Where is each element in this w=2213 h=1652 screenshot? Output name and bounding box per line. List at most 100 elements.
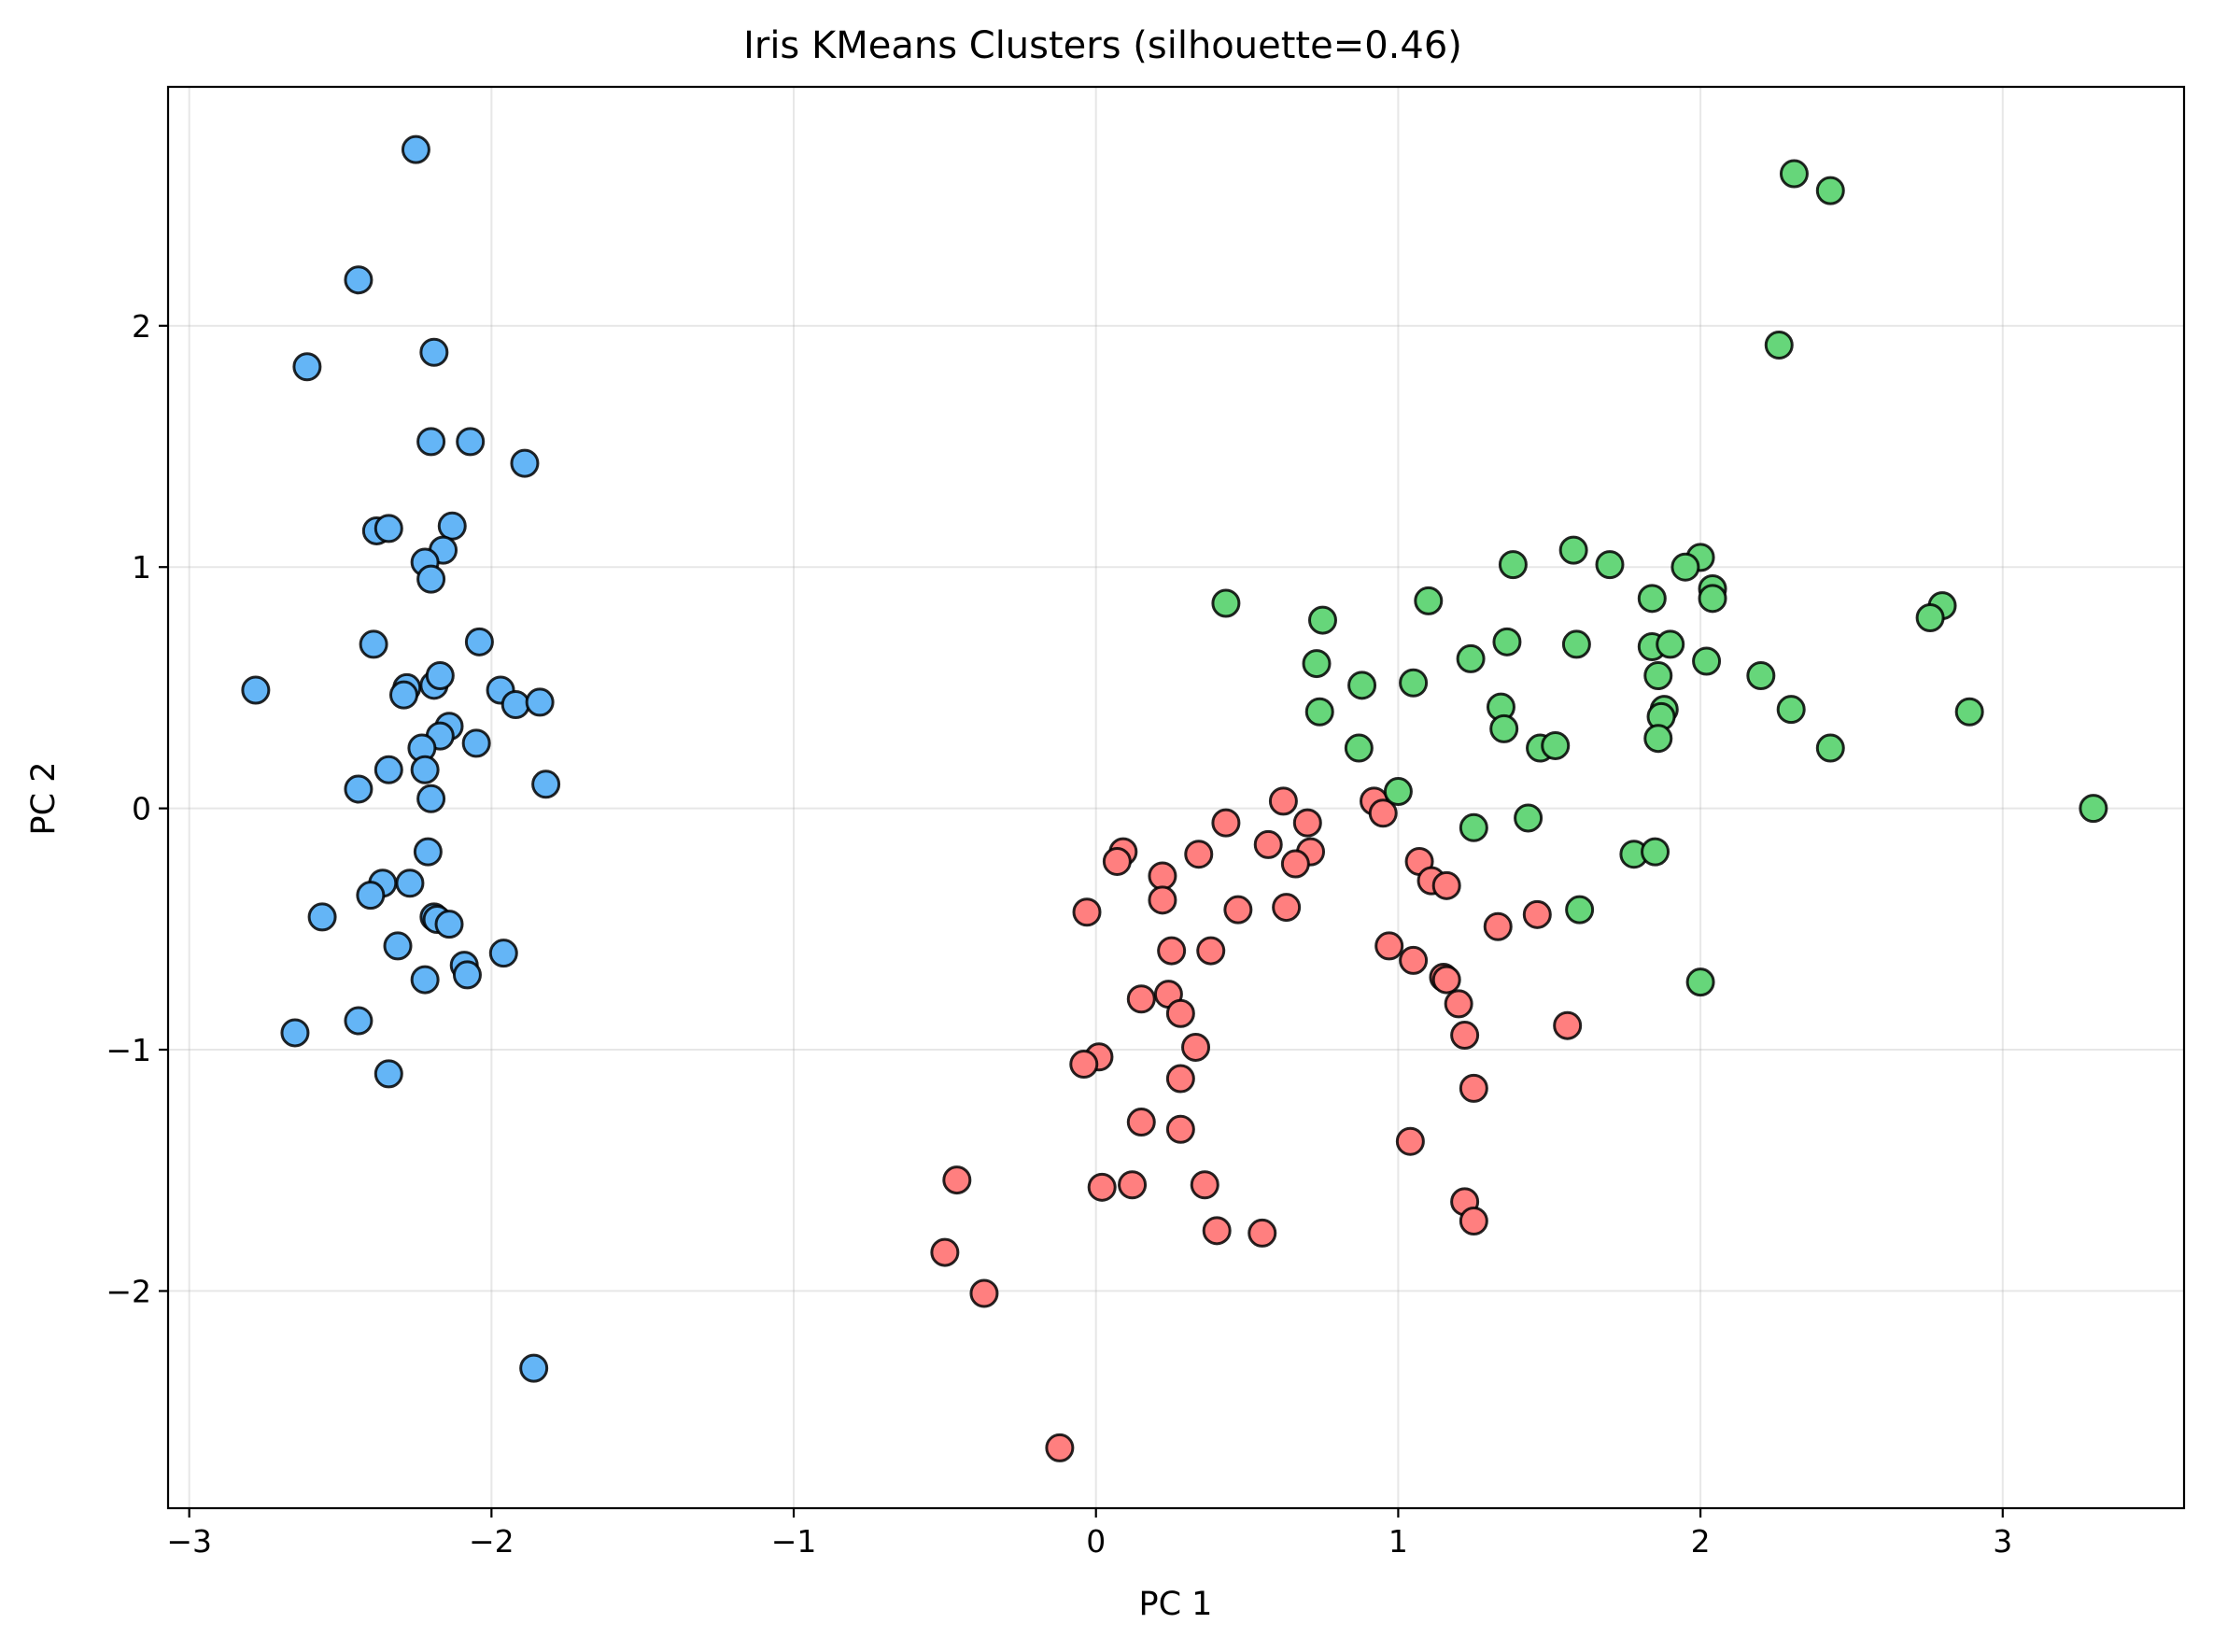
cluster-2-points (1211, 159, 2108, 997)
data-point (488, 939, 518, 968)
data-point (1656, 629, 1685, 659)
data-point (1302, 649, 1332, 679)
chart-title: Iris KMeans Clusters (silhouette=0.46) (743, 24, 1462, 67)
data-point (1522, 899, 1552, 929)
data-point (1459, 812, 1488, 842)
data-point (1148, 885, 1177, 915)
data-point (525, 687, 555, 717)
cluster-1-points (930, 786, 1583, 1462)
data-point (292, 352, 322, 382)
data-point (1344, 733, 1374, 763)
data-point (410, 755, 440, 784)
data-point (1181, 1032, 1211, 1062)
data-point (1414, 586, 1444, 615)
data-point (1211, 808, 1241, 838)
data-point (456, 427, 486, 457)
data-point (344, 774, 374, 804)
x-axis-ticks: −3 −2 −1 0 1 2 3 (166, 1508, 2012, 1560)
data-point (1553, 1010, 1583, 1040)
data-point (1764, 330, 1794, 360)
y-tick-label: 2 (132, 308, 151, 345)
data-point (1670, 552, 1700, 582)
data-point (416, 564, 446, 594)
data-point (1915, 602, 1945, 632)
data-point (1307, 605, 1337, 635)
data-point (1698, 584, 1727, 614)
data-point (1776, 695, 1806, 725)
data-point (1157, 936, 1187, 966)
data-point (1483, 911, 1513, 941)
data-point (1637, 584, 1667, 614)
data-point (1087, 1172, 1117, 1202)
data-point (464, 627, 494, 657)
plot-area (166, 85, 2186, 1510)
data-point (1514, 803, 1543, 833)
data-point (1565, 895, 1595, 925)
data-point (1126, 1108, 1156, 1137)
x-tick-label: 2 (1691, 1523, 1711, 1560)
data-point (1954, 697, 1984, 727)
data-point (1268, 786, 1298, 816)
grid-lines (168, 87, 2184, 1508)
data-point (1444, 989, 1473, 1019)
data-point (307, 902, 337, 932)
data-point (930, 1237, 960, 1267)
data-point (1492, 627, 1522, 657)
y-axis-label: PC 2 (25, 762, 63, 836)
data-point (1253, 829, 1283, 859)
data-point (416, 784, 446, 813)
data-point (1102, 846, 1132, 876)
data-point (1558, 535, 1588, 565)
data-point (1223, 895, 1253, 925)
data-point (1184, 840, 1214, 869)
data-point (1118, 1170, 1148, 1200)
data-point (1165, 1064, 1195, 1094)
data-point (531, 770, 561, 799)
data-point (1211, 588, 1241, 618)
data-point (395, 868, 425, 898)
data-point (359, 629, 388, 659)
x-tick-label: 0 (1086, 1523, 1106, 1560)
data-point (1641, 837, 1670, 867)
data-point (344, 265, 374, 295)
data-point (1431, 870, 1461, 900)
data-point (1541, 730, 1571, 760)
data-point (1368, 798, 1398, 828)
data-point (1459, 1073, 1488, 1103)
data-point (1045, 1433, 1075, 1462)
data-point (452, 960, 482, 990)
data-point (1399, 945, 1429, 975)
data-point (280, 1018, 310, 1048)
y-tick-label: 0 (132, 791, 151, 827)
data-point (1304, 697, 1334, 727)
data-point (1148, 861, 1177, 891)
data-point (1196, 936, 1226, 966)
data-point (410, 965, 440, 995)
x-tick-label: −2 (469, 1523, 514, 1560)
data-point (1383, 777, 1413, 807)
data-point (969, 1278, 999, 1308)
data-point (344, 1006, 374, 1036)
y-axis-ticks: −2 −1 0 1 2 (106, 308, 168, 1309)
data-point (1456, 643, 1486, 673)
data-point (1399, 668, 1429, 698)
data-point (413, 837, 443, 867)
data-point (241, 675, 271, 705)
data-point (1165, 1114, 1195, 1144)
data-point (437, 511, 467, 541)
data-point (416, 427, 446, 457)
data-points (241, 134, 2108, 1462)
data-point (1247, 1218, 1277, 1248)
data-point (1815, 176, 1845, 205)
data-point (1347, 671, 1377, 700)
data-point (419, 337, 449, 367)
data-point (1395, 1126, 1425, 1156)
data-point (1374, 931, 1404, 961)
data-point (942, 1165, 972, 1195)
data-point (1292, 808, 1322, 838)
x-tick-label: −1 (771, 1523, 817, 1560)
data-point (1489, 713, 1519, 743)
plot-frame (166, 85, 2186, 1510)
data-point (383, 931, 413, 961)
